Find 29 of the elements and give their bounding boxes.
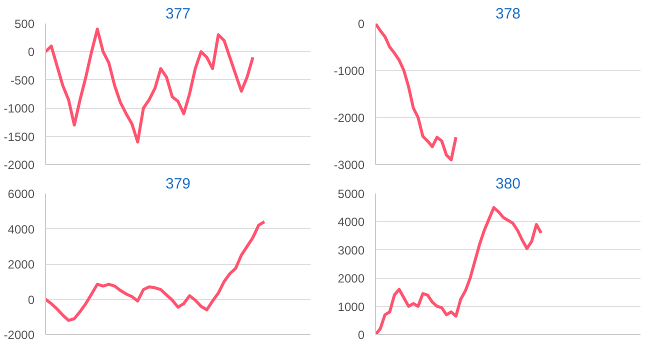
- y-tick-label: 2000: [8, 258, 35, 272]
- line-series: [376, 206, 543, 334]
- y-tick-label: 0: [358, 17, 365, 31]
- y-tick-label: -2000: [334, 111, 365, 125]
- y-tick-label: 500: [14, 17, 35, 31]
- y-tick-label: -3000: [334, 158, 365, 172]
- y-tick-label: -1000: [4, 102, 35, 116]
- y-tick-label: -1500: [4, 130, 35, 144]
- y-tick-label: 5000: [338, 187, 365, 201]
- line-series: [46, 28, 254, 144]
- chart-title: 380: [495, 176, 521, 192]
- y-tick-label: 2000: [338, 272, 365, 286]
- chart-title: 378: [495, 6, 521, 22]
- line-series: [46, 220, 266, 322]
- y-tick-label: 0: [28, 45, 35, 60]
- y-tick-label: 0: [358, 328, 365, 342]
- y-tick-label: 0: [28, 292, 35, 307]
- y-tick-label: 4000: [8, 222, 35, 236]
- y-tick-label: 4000: [338, 215, 365, 230]
- line-series: [376, 24, 458, 162]
- y-tick-label: 1000: [338, 300, 365, 314]
- chart-title: 377: [165, 6, 191, 22]
- y-tick-label: -500: [10, 73, 35, 88]
- y-tick-label: -2000: [4, 328, 35, 342]
- y-tick-label: 3000: [338, 243, 365, 258]
- chart-title: 379: [165, 176, 191, 192]
- y-tick-label: -2000: [4, 158, 35, 172]
- y-tick-label: 6000: [8, 187, 35, 201]
- y-tick-label: -1000: [334, 64, 365, 78]
